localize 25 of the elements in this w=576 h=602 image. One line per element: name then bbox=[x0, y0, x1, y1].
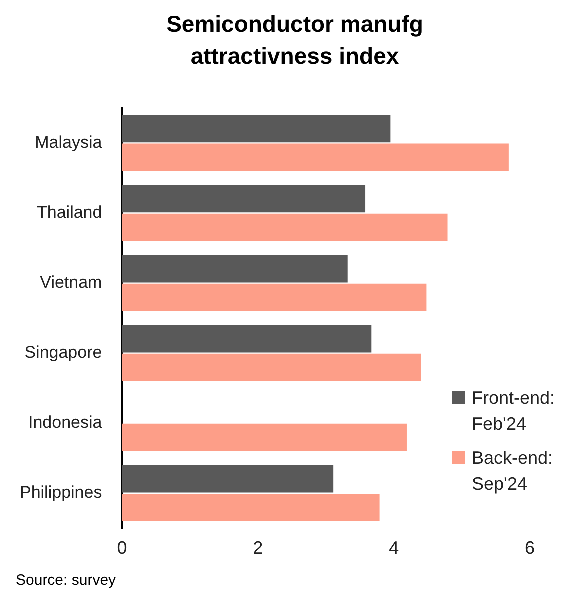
bar bbox=[122, 325, 372, 353]
bar bbox=[122, 185, 366, 213]
legend-label: Front-end: Feb'24 bbox=[472, 387, 556, 436]
bar bbox=[122, 144, 509, 172]
legend-label: Back-end: Sep'24 bbox=[472, 447, 554, 496]
y-tick-label: Singapore bbox=[24, 343, 102, 362]
y-tick-label: Malaysia bbox=[35, 132, 103, 152]
bar bbox=[122, 255, 348, 283]
x-tick-label: 2 bbox=[253, 538, 264, 558]
bar bbox=[122, 214, 448, 242]
chart-title: Semiconductor manufg attractivness index bbox=[166, 10, 424, 71]
y-tick-label: Thailand bbox=[37, 202, 102, 222]
y-tick-label: Indonesia bbox=[28, 413, 103, 432]
x-tick-label: 6 bbox=[524, 538, 536, 558]
bar bbox=[122, 354, 422, 382]
bar bbox=[122, 424, 407, 452]
x-tick-label: 4 bbox=[389, 538, 400, 558]
bar bbox=[122, 465, 334, 493]
source-note: Source: survey bbox=[16, 572, 116, 589]
bar bbox=[122, 494, 380, 522]
y-tick-label: Philippines bbox=[20, 483, 102, 502]
x-tick-label: 0 bbox=[117, 538, 128, 558]
bar bbox=[122, 115, 391, 143]
bar bbox=[122, 284, 427, 312]
y-tick-label: Vietnam bbox=[40, 272, 102, 292]
